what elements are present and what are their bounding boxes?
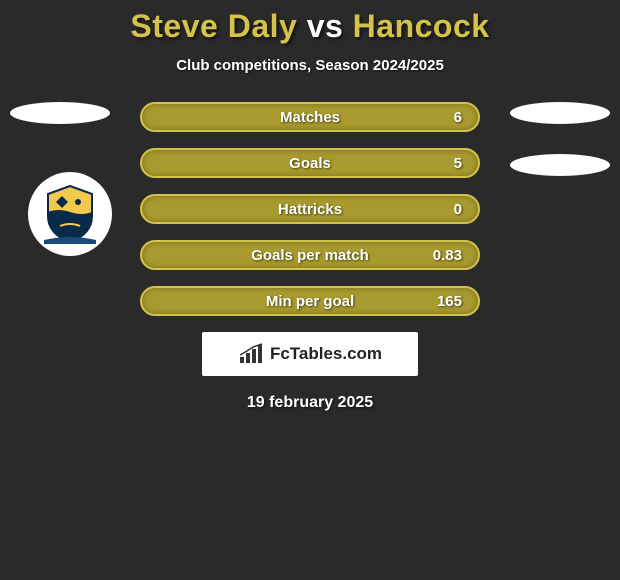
brand-box[interactable]: FcTables.com: [202, 332, 418, 376]
stat-label: Goals per match: [251, 247, 369, 264]
comparison-card: Steve Daly vs Hancock Club competitions,…: [0, 0, 620, 412]
stat-row: Hattricks 0: [140, 194, 480, 224]
stat-value: 0.83: [433, 247, 462, 264]
stat-label: Hattricks: [278, 201, 342, 218]
stat-row: Matches 6: [140, 102, 480, 132]
brand-text: FcTables.com: [270, 344, 382, 364]
crest-icon: [38, 182, 102, 246]
stat-value: 165: [437, 293, 462, 310]
title-player1: Steve Daly: [130, 8, 297, 44]
club-crest: [28, 172, 112, 256]
stats-section: Matches 6 Goals 5 Hattricks 0 Goals per match 0…: [0, 102, 620, 316]
placeholder-ellipse-left: [10, 102, 110, 124]
stat-value: 6: [454, 109, 462, 126]
page-title: Steve Daly vs Hancock: [0, 8, 620, 45]
stat-value: 5: [454, 155, 462, 172]
stat-row: Min per goal 165: [140, 286, 480, 316]
stat-row: Goals per match 0.83: [140, 240, 480, 270]
chart-icon: [238, 343, 264, 365]
stat-value: 0: [454, 201, 462, 218]
placeholder-ellipse-right-1: [510, 102, 610, 124]
stat-row: Goals 5: [140, 148, 480, 178]
placeholder-ellipse-right-2: [510, 154, 610, 176]
date-text: 19 february 2025: [0, 394, 620, 412]
stat-label: Matches: [280, 109, 340, 126]
title-player2: Hancock: [353, 8, 490, 44]
stat-label: Goals: [289, 155, 331, 172]
subtitle: Club competitions, Season 2024/2025: [0, 57, 620, 74]
title-vs: vs: [297, 8, 352, 44]
stat-label: Min per goal: [266, 293, 354, 310]
